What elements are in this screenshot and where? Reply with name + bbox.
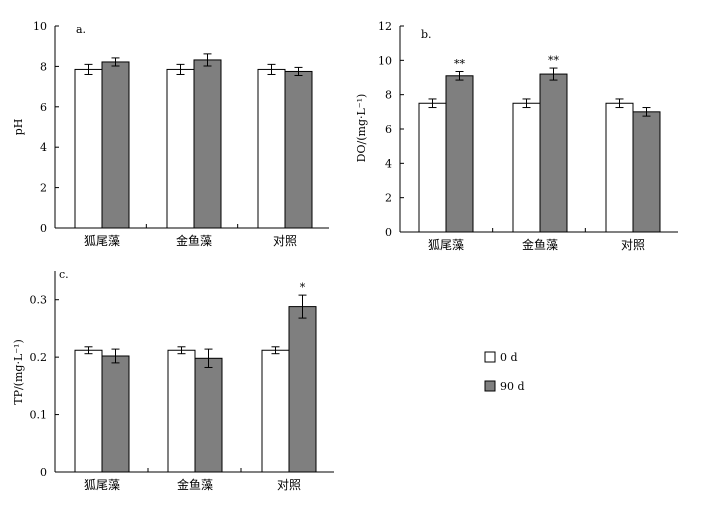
bar-0d: [605, 102, 634, 233]
bar-0d: [167, 349, 196, 473]
y-tick-label: 0.2: [30, 351, 48, 364]
y-tick-label: 2: [385, 192, 392, 205]
bar-0d: [74, 349, 103, 473]
legend: 0 d 90 d: [484, 351, 525, 393]
legend-swatch-0: [484, 351, 496, 363]
x-tick-label: 对照: [621, 238, 645, 252]
y-tick-label: 8: [40, 60, 47, 73]
significance-mark: **: [548, 54, 560, 67]
legend-swatch-1: [484, 380, 496, 392]
y-tick-label: 6: [40, 101, 47, 114]
y-tick-label: 0: [385, 226, 392, 239]
bar-90d: [288, 306, 317, 473]
bar-90d: [539, 73, 568, 233]
y-tick-label: 0: [40, 222, 47, 235]
bar-90d: [632, 111, 661, 233]
y-axis-label: pH: [12, 119, 25, 136]
bar-90d: [445, 75, 474, 233]
y-tick-label: 12: [378, 20, 392, 33]
x-tick-label: 金鱼藻: [522, 237, 558, 252]
y-tick-label: 0: [40, 466, 47, 479]
y-tick-label: 10: [33, 20, 47, 33]
y-tick-label: 0.1: [30, 409, 48, 422]
chart-panel-a: 0 2 4 6 8 10 pH a. 狐尾藻 金鱼藻 对照: [12, 20, 329, 248]
y-axis-label: DO/(mg·L⁻¹): [355, 94, 368, 163]
bar-0d: [512, 102, 541, 233]
bar-90d: [193, 59, 222, 229]
x-tick-label: 狐尾藻: [84, 478, 120, 492]
bar-90d: [194, 357, 223, 473]
x-tick-label: 狐尾藻: [428, 238, 464, 252]
x-tick-label: 金鱼藻: [176, 233, 212, 248]
panel-label: a.: [76, 23, 86, 36]
bar-0d: [257, 68, 286, 229]
bar-0d: [261, 349, 290, 473]
x-tick-label: 金鱼藻: [177, 477, 213, 492]
x-tick-label: 狐尾藻: [84, 234, 120, 248]
bar-90d: [284, 70, 313, 229]
bar-90d: [101, 355, 130, 473]
panel-label: c.: [59, 268, 69, 281]
y-axis-label: TP/(mg·L⁻¹): [12, 339, 25, 405]
significance-mark: *: [300, 281, 306, 294]
y-tick-label: 4: [385, 157, 392, 170]
bar-90d: [101, 61, 130, 229]
y-tick-label: 8: [385, 89, 392, 102]
legend-label-0: 0 d: [500, 351, 518, 364]
bar-0d: [418, 102, 447, 233]
significance-mark: **: [454, 57, 466, 70]
y-tick-label: 4: [40, 141, 47, 154]
bar-0d: [166, 68, 195, 229]
legend-label-1: 90 d: [500, 380, 525, 393]
x-tick-label: 对照: [277, 478, 301, 492]
y-tick-label: 10: [378, 54, 392, 67]
panel-label: b.: [421, 28, 432, 41]
y-tick-label: 2: [40, 182, 47, 195]
chart-panel-b: 0 2 4 6 8 10 12 DO/(mg·L⁻¹) b. ** 狐尾藻 ** 金鱼藻 对照: [355, 20, 678, 252]
x-tick-label: 对照: [273, 234, 297, 248]
chart-panel-c: 0 0.1 0.2 0.3 TP/(mg·L⁻¹) c. 狐尾藻 金鱼藻 * 对照: [12, 268, 334, 492]
y-tick-label: 0.3: [30, 294, 48, 307]
bar-0d: [74, 68, 103, 229]
y-tick-label: 6: [385, 123, 392, 136]
